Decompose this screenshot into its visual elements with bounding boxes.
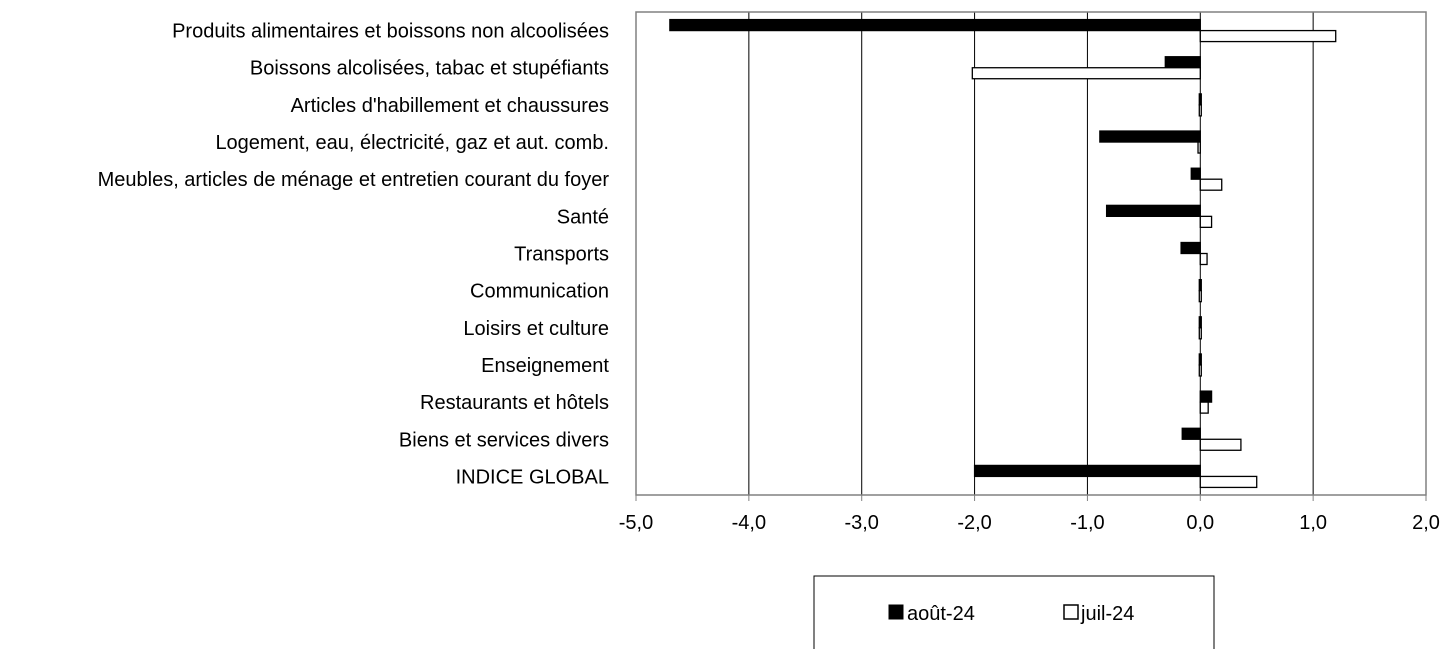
bar-juil-24: [1197, 141, 1201, 154]
category-label: Logement, eau, électricité, gaz et aut. …: [215, 132, 609, 154]
bar-aout-24: [1099, 130, 1201, 143]
category-labels: Produits alimentaires et boissons non al…: [98, 21, 610, 489]
bars: [669, 18, 1337, 489]
category-label: Biens et services divers: [399, 429, 609, 451]
x-tick-label: 1,0: [1299, 512, 1327, 534]
bar-juil-24: [1199, 401, 1209, 414]
legend-swatch-aout-24: [888, 604, 904, 620]
category-label: Loisirs et culture: [463, 318, 609, 340]
x-tick-label: 0,0: [1186, 512, 1214, 534]
bar-juil-24: [1199, 475, 1258, 489]
category-label: Santé: [557, 206, 609, 228]
bar-aout-24: [1198, 93, 1202, 106]
legend-box: [813, 575, 1215, 649]
bar-juil-24: [1199, 438, 1242, 451]
bar-aout-24: [973, 464, 1201, 478]
bar-aout-24: [1199, 390, 1213, 403]
bar-juil-24: [1199, 178, 1223, 191]
bar-juil-24: [1199, 29, 1337, 43]
x-tick-label: -5,0: [619, 512, 653, 534]
category-label: Articles d'habillement et chaussures: [291, 95, 609, 117]
bar-aout-24: [1180, 241, 1201, 255]
legend-label-aout-24: août-24: [907, 603, 975, 625]
bar-aout-24: [1164, 56, 1201, 69]
bar-juil-24: [1198, 327, 1202, 340]
bar-aout-24: [1198, 316, 1202, 329]
bar-aout-24: [669, 18, 1201, 32]
legend: août-24 juil-24: [813, 575, 1215, 649]
category-label: INDICE GLOBAL: [456, 466, 609, 488]
category-label: Enseignement: [481, 355, 609, 377]
category-label: Transports: [514, 244, 609, 266]
bar-aout-24: [1105, 204, 1201, 217]
plot-area-frame: [635, 11, 1427, 496]
grid-lines: [748, 12, 1314, 495]
bar-aout-24: [1198, 353, 1202, 366]
category-label: Boissons alcolisées, tabac et stupéfiant…: [250, 58, 609, 80]
x-tick-label: -3,0: [844, 512, 878, 534]
bar-juil-24: [971, 67, 1201, 80]
bar-juil-24: [1198, 364, 1202, 377]
bar-juil-24: [1198, 104, 1202, 117]
x-tick-label: -2,0: [957, 512, 991, 534]
bar-aout-24: [1190, 167, 1201, 180]
x-tick-label: -4,0: [732, 512, 766, 534]
bar-juil-24: [1198, 290, 1202, 303]
category-label: Produits alimentaires et boissons non al…: [172, 21, 609, 43]
bar-aout-24: [1181, 427, 1201, 440]
x-tick-label: 2,0: [1412, 512, 1440, 534]
bar-juil-24: [1199, 252, 1208, 266]
bar-aout-24: [1198, 279, 1202, 292]
x-tick-label: -1,0: [1070, 512, 1104, 534]
category-label: Communication: [470, 281, 609, 303]
x-tick-labels: -5,0 -4,0 -3,0 -2,0 -1,0 0,0 1,0 2,0: [619, 495, 1440, 534]
bar-juil-24: [1199, 215, 1213, 228]
legend-label-juil-24: juil-24: [1080, 603, 1134, 625]
category-label: Restaurants et hôtels: [420, 392, 609, 414]
category-label: Meubles, articles de ménage et entretien…: [98, 169, 610, 191]
legend-swatch-juil-24: [1063, 604, 1079, 620]
